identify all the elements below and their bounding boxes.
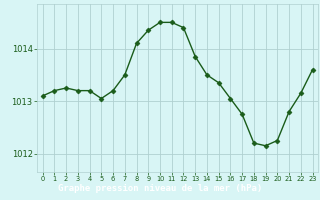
Text: Graphe pression niveau de la mer (hPa): Graphe pression niveau de la mer (hPa) <box>58 184 262 193</box>
